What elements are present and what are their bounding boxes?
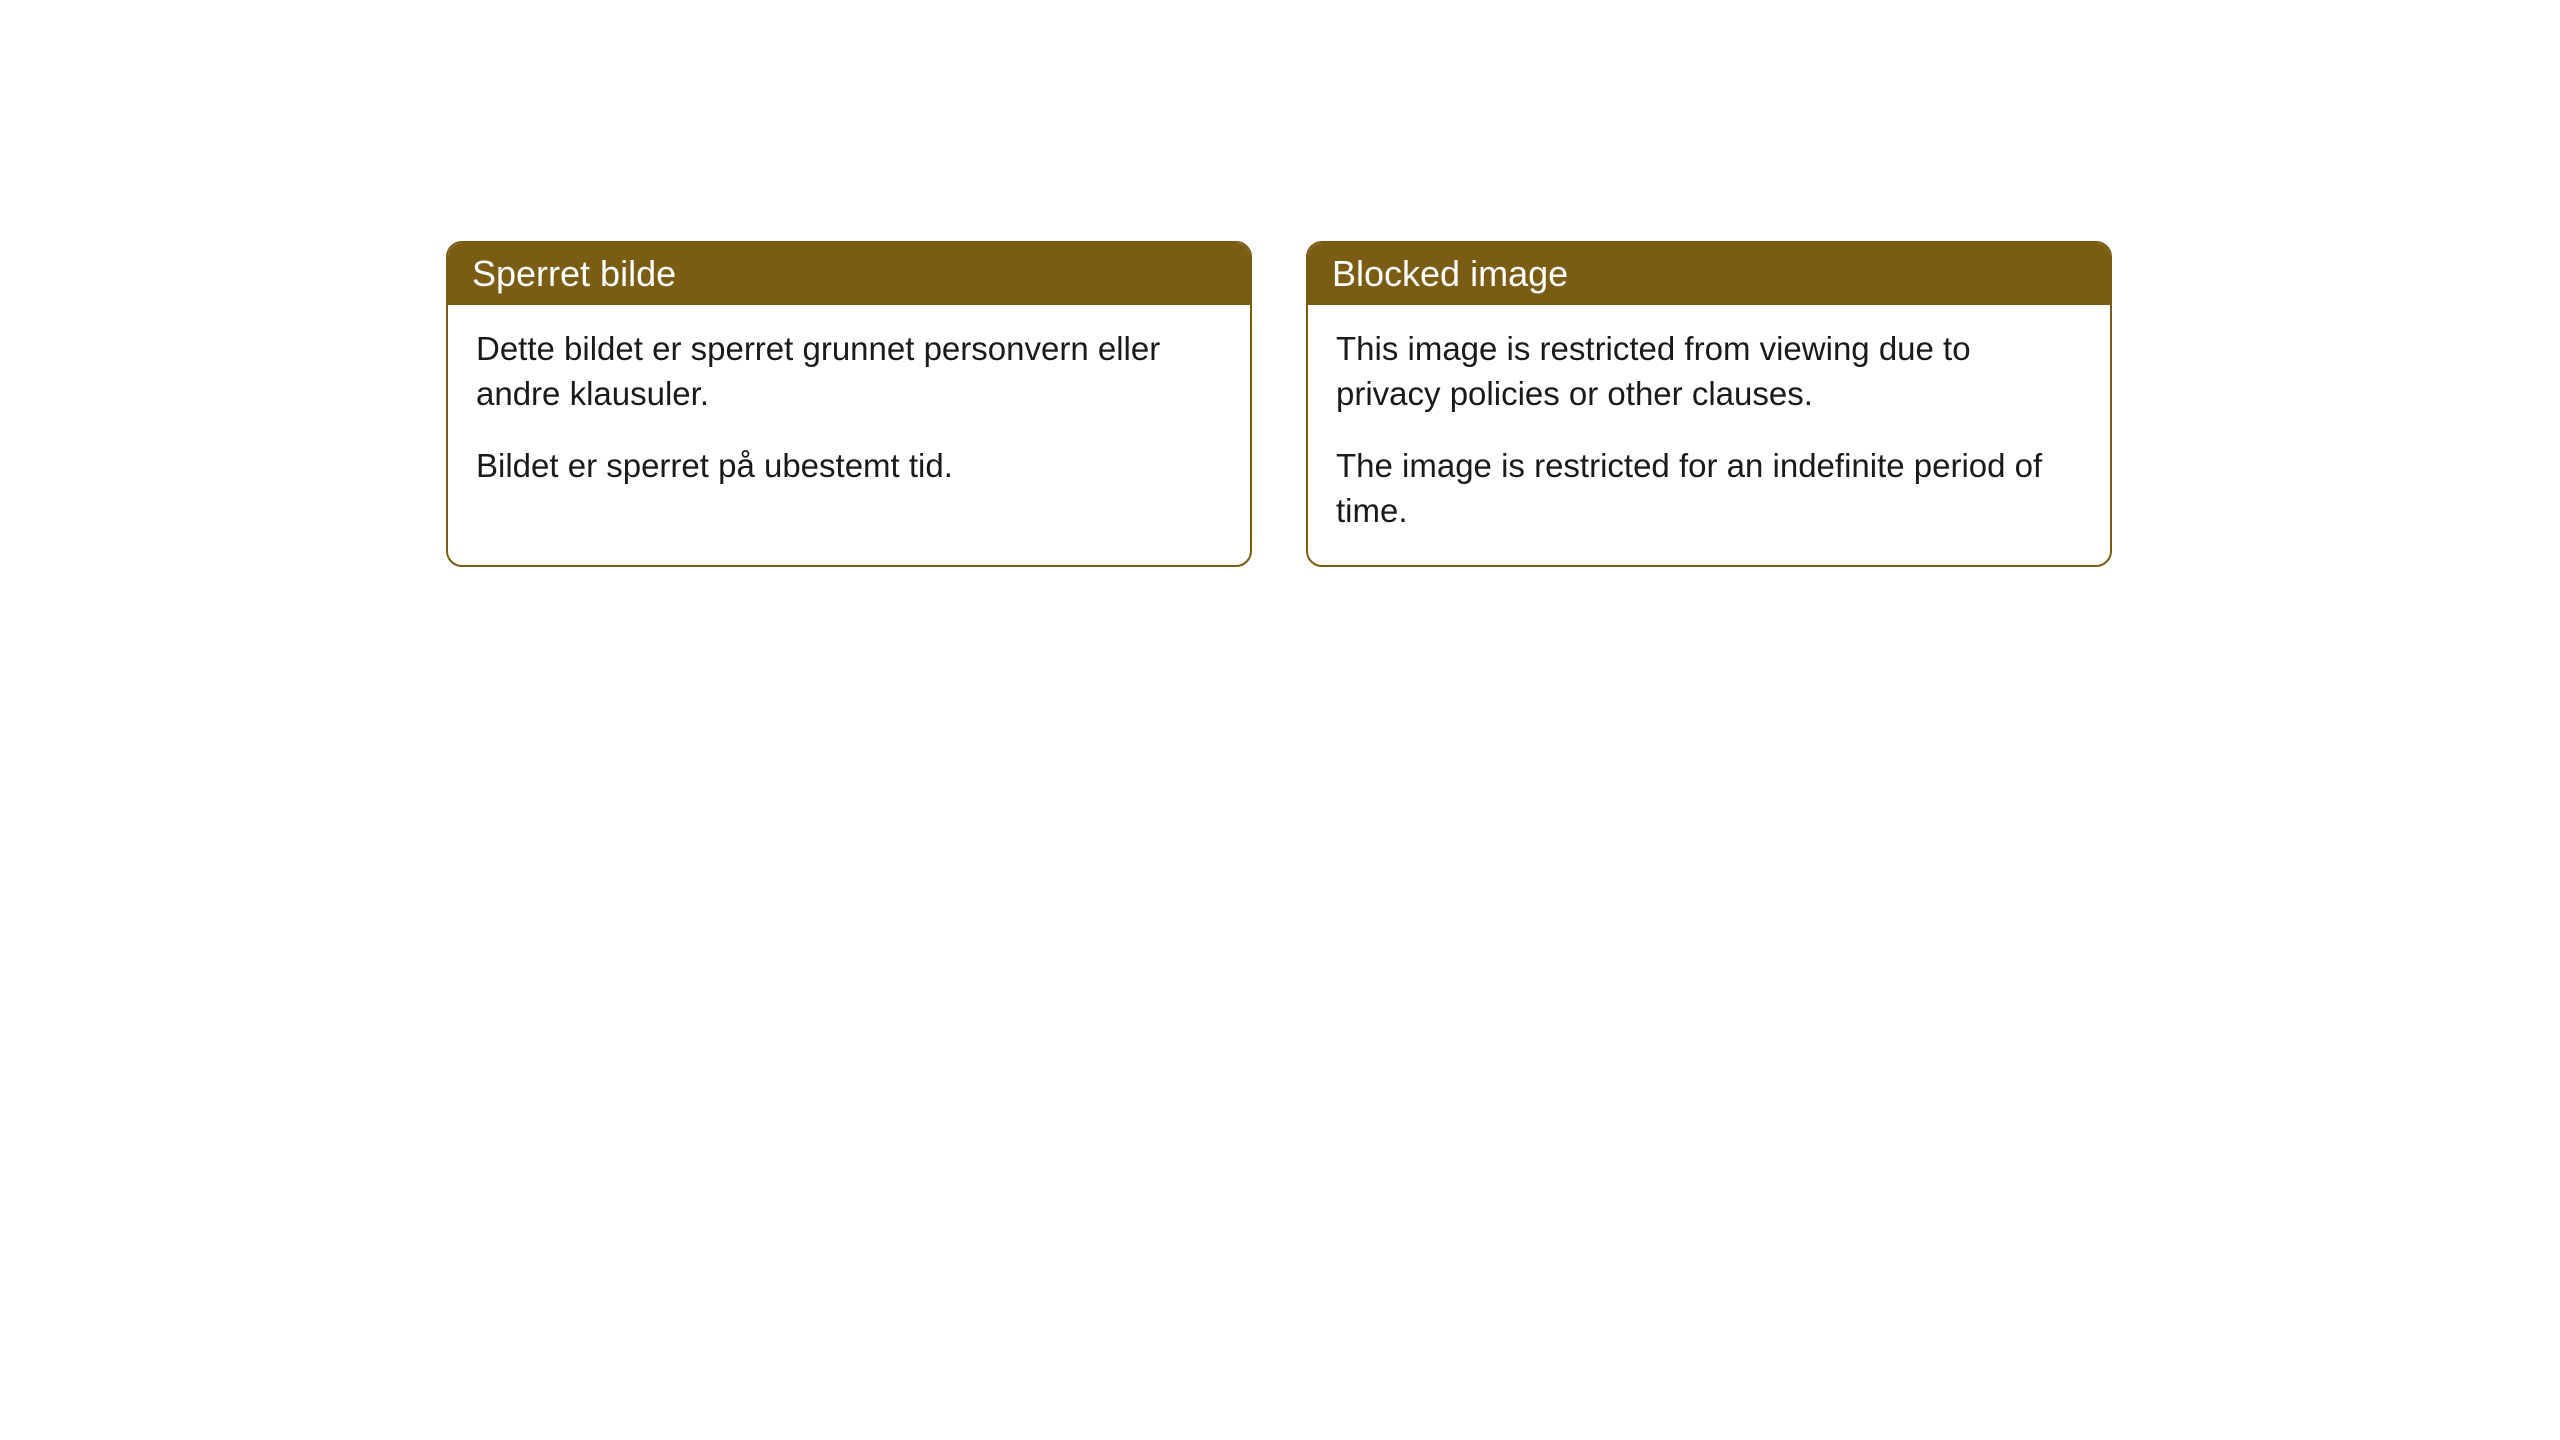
card-paragraph-1: This image is restricted from viewing du… [1336, 327, 2082, 416]
card-paragraph-2: Bildet er sperret på ubestemt tid. [476, 444, 1222, 489]
card-paragraph-2: The image is restricted for an indefinit… [1336, 444, 2082, 533]
notice-container: Sperret bilde Dette bildet er sperret gr… [446, 241, 2112, 567]
card-body: This image is restricted from viewing du… [1308, 305, 2110, 565]
card-paragraph-1: Dette bildet er sperret grunnet personve… [476, 327, 1222, 416]
notice-card-norwegian: Sperret bilde Dette bildet er sperret gr… [446, 241, 1252, 567]
card-header: Blocked image [1308, 243, 2110, 305]
card-title: Sperret bilde [472, 253, 676, 294]
notice-card-english: Blocked image This image is restricted f… [1306, 241, 2112, 567]
card-title: Blocked image [1332, 253, 1568, 294]
card-header: Sperret bilde [448, 243, 1250, 305]
card-body: Dette bildet er sperret grunnet personve… [448, 305, 1250, 521]
